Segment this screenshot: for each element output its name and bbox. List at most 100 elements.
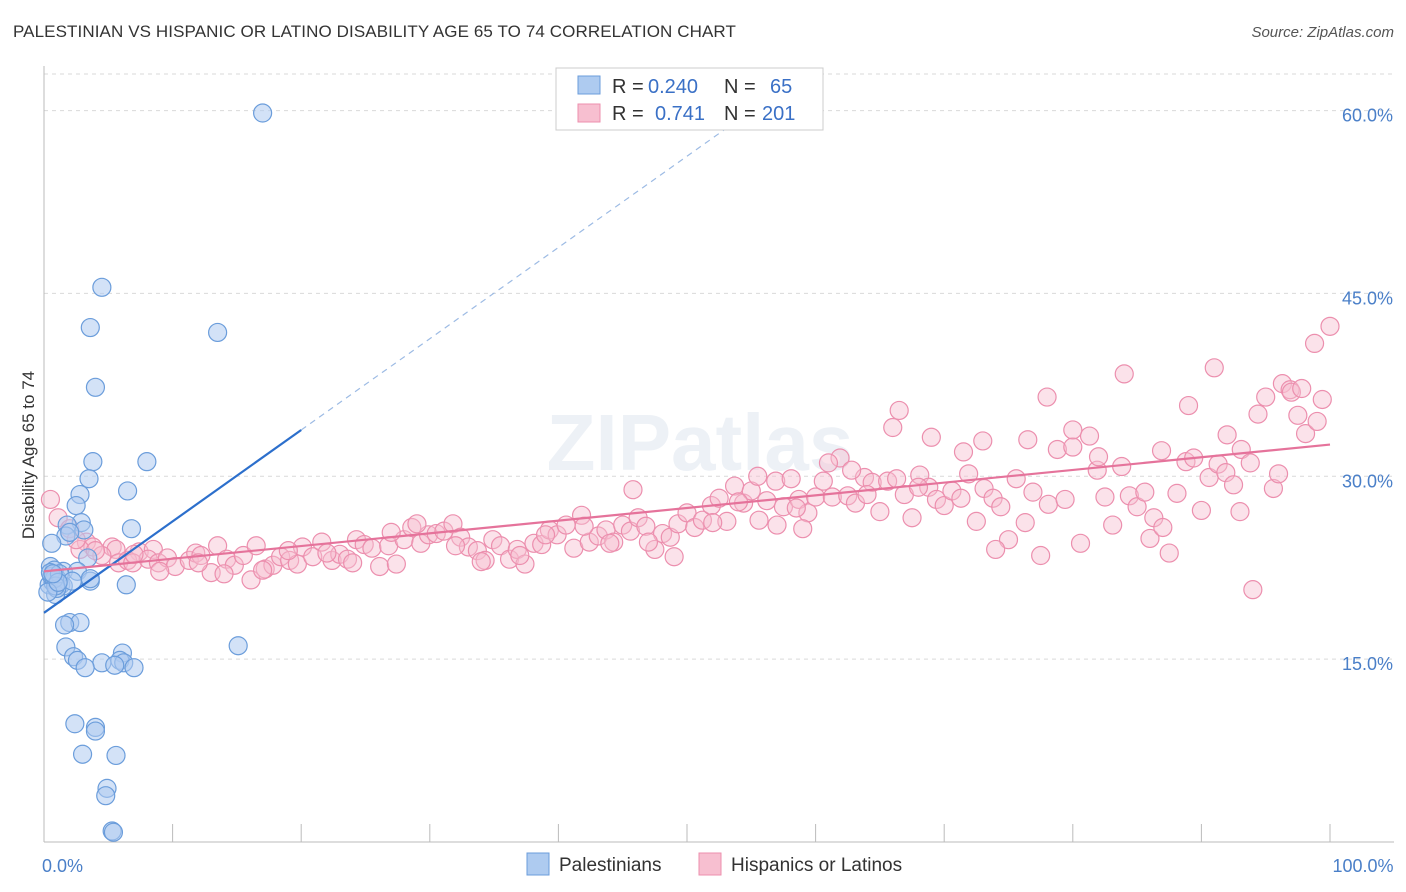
grid-lines [44, 73, 1394, 660]
data-point-palestinian [121, 519, 142, 539]
data-point-hispanic [709, 488, 729, 508]
data-point-palestinian [83, 452, 103, 472]
data-point-hispanic [1248, 404, 1268, 424]
data-point-hispanic [951, 488, 971, 508]
data-point-hispanic [986, 539, 1006, 560]
data-point-palestinian [124, 658, 144, 678]
data-point-hispanic [1292, 378, 1312, 399]
legend-r-value-1: 0.240 [648, 76, 698, 98]
data-point-hispanic [1230, 502, 1250, 522]
data-point-hispanic [1153, 517, 1173, 538]
trend-lines [43, 128, 1331, 614]
data-point-palestinian [80, 317, 100, 338]
data-point-hispanic [1312, 389, 1332, 410]
trend-line-palestinians [43, 429, 302, 614]
data-point-hispanic [407, 514, 427, 534]
data-point-hispanic [362, 538, 382, 558]
data-point-hispanic [1263, 478, 1284, 499]
series-palestinians-points [38, 103, 273, 842]
data-point-hispanic [664, 547, 684, 567]
data-point-hispanic [343, 553, 363, 573]
trend-line-hispanics [43, 443, 1331, 573]
data-point-palestinian [103, 822, 124, 842]
data-point-hispanic [998, 530, 1019, 550]
data-point-hispanic [1047, 439, 1067, 460]
legend-r-value-2: 0.741 [655, 103, 705, 125]
data-point-hispanic [717, 511, 737, 531]
data-point-hispanic [1079, 426, 1100, 446]
data-point-hispanic [574, 516, 594, 536]
y-tick-label: 15.0% [1342, 654, 1393, 674]
data-point-hispanic [1088, 447, 1109, 467]
legend-n-value-2: 201 [762, 103, 795, 125]
data-point-hispanic [638, 532, 659, 552]
data-point-hispanic [317, 543, 337, 563]
data-point-hispanic [214, 564, 234, 584]
watermark: ZIPatlas [547, 398, 854, 487]
data-point-hispanic [1304, 333, 1325, 354]
data-point-palestinian [228, 636, 248, 656]
series-hispanics-points [40, 316, 1340, 600]
data-point-hispanic [724, 476, 745, 496]
data-point-hispanic [510, 545, 530, 566]
data-point-palestinian [137, 452, 157, 472]
data-point-hispanic [908, 477, 929, 497]
data-point-hispanic [749, 510, 769, 530]
data-point-hispanic [1307, 411, 1327, 432]
data-point-hispanic [278, 541, 298, 561]
data-point-hispanic [1243, 580, 1263, 600]
data-point-hispanic [1015, 513, 1035, 533]
data-point-hispanic [1159, 543, 1179, 563]
data-point-hispanic [483, 530, 503, 550]
legend-swatch-blue [577, 75, 601, 95]
data-point-palestinian [92, 277, 112, 297]
data-point-palestinian [208, 322, 228, 343]
data-point-hispanic [813, 471, 833, 491]
data-point-palestinian [66, 495, 86, 516]
bottom-legend-label-blue: Palestinians [559, 855, 661, 876]
data-point-hispanic [1055, 489, 1075, 510]
y-tick-label: 60.0% [1342, 106, 1393, 126]
data-point-hispanic [623, 480, 643, 500]
data-point-hispanic [830, 448, 850, 468]
data-point-hispanic [1063, 437, 1083, 457]
data-point-palestinian [75, 658, 95, 678]
legend-n-value-1: 65 [770, 76, 792, 98]
bottom-legend-label-pink: Hispanics or Latinos [731, 855, 902, 876]
trend-line-palestinians-extension [300, 128, 726, 431]
legend-swatch-pink [577, 103, 601, 123]
data-point-hispanic [953, 442, 974, 462]
data-point-palestinian [79, 469, 99, 489]
data-point-hispanic [1320, 316, 1340, 336]
axes [43, 66, 1394, 843]
data-point-hispanic [959, 464, 979, 484]
data-point-hispanic [636, 516, 656, 536]
data-point-hispanic [889, 400, 909, 421]
data-point-hispanic [645, 539, 665, 560]
data-point-hispanic [535, 525, 556, 545]
data-point-hispanic [1217, 425, 1237, 445]
data-point-hispanic [1018, 430, 1038, 450]
data-point-hispanic [1295, 424, 1316, 444]
data-point-hispanic [40, 489, 61, 510]
data-point-hispanic [600, 533, 620, 553]
data-point-hispanic [1178, 395, 1199, 416]
y-tick-labels: 15.0% 30.0% 45.0% 60.0% [1342, 106, 1393, 675]
data-point-hispanic [685, 517, 705, 538]
data-point-hispanic [1268, 464, 1289, 484]
data-point-hispanic [973, 431, 993, 451]
data-point-hispanic [188, 553, 208, 573]
data-point-hispanic [870, 502, 890, 522]
data-point-hispanic [1070, 533, 1091, 553]
data-point-hispanic [926, 489, 947, 510]
data-point-hispanic [1023, 482, 1043, 502]
data-point-hispanic [766, 471, 786, 491]
x-tick-label: 100.0% [1332, 856, 1393, 876]
data-point-hispanic [471, 552, 491, 572]
data-point-hispanic [445, 536, 466, 556]
data-point-palestinian [72, 744, 93, 764]
data-point-palestinian [117, 481, 138, 501]
data-point-hispanic [1140, 528, 1160, 549]
y-tick-label: 30.0% [1342, 471, 1393, 491]
